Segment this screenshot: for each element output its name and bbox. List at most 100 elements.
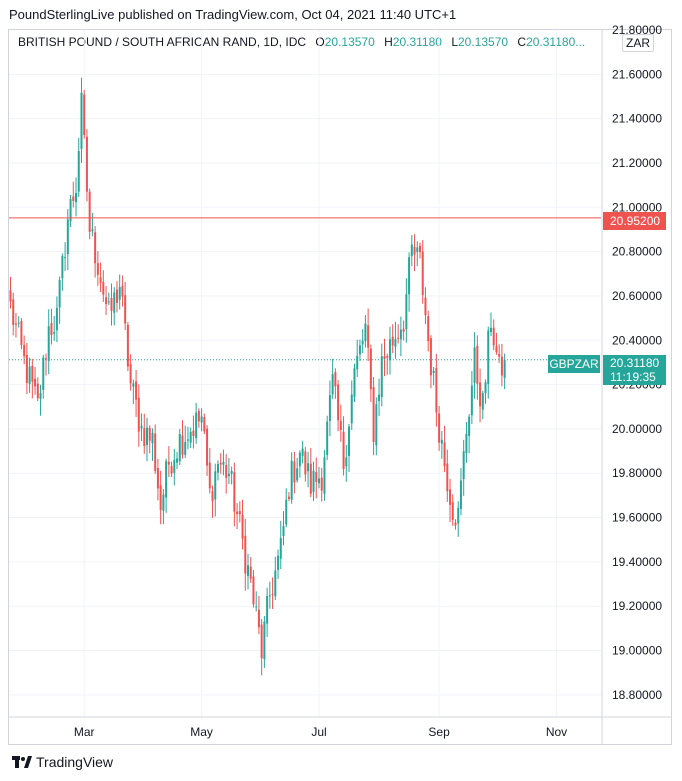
tradingview-logo[interactable]: TradingView [12,754,113,770]
candle-body [47,326,50,361]
candle-body [440,439,443,444]
candle-body [454,522,457,526]
candle-body [438,413,441,443]
candle-body [156,468,159,489]
y-tick-label: 18.80000 [612,688,662,702]
candle-body [345,457,348,467]
candle-body [118,287,121,300]
candle-body [14,323,17,325]
candle-body [367,325,370,348]
candle-body [66,219,69,255]
candle-body [304,451,307,475]
candle-body [268,595,271,597]
candle-body [176,458,179,463]
candle-body [432,370,435,374]
x-tick-label: Mar [74,725,95,739]
candle-body [459,480,462,509]
symbol-badge: GBPZAR [548,355,600,373]
candle-body [484,382,487,394]
candle-body [399,329,402,340]
candle-body [197,410,200,422]
candle-body [372,387,375,443]
candle-body [503,359,506,378]
candle-body [80,92,83,149]
candle-body [320,477,323,491]
symbol-title: BRITISH POUND / SOUTH AFRICAN RAND, 1D, … [18,35,307,49]
candle-body [339,420,342,430]
candle-body [282,526,285,536]
candle-body [350,394,353,424]
candle-body [402,328,405,332]
candle-body [337,384,340,421]
candle-body [383,356,386,359]
candle-body [271,594,274,596]
candle-body [96,263,99,275]
y-tick-label: 21.20000 [612,156,662,170]
candle-body [170,466,173,474]
candle-body [75,192,78,203]
y-tick-label: 20.80000 [612,245,662,259]
candle-body [358,345,361,355]
candle-body [391,336,394,346]
candle-body [380,356,383,397]
candle-body [386,356,389,358]
candle-body [312,470,315,492]
candle-body [44,358,47,360]
candle-body [361,340,364,345]
ohlc-high-value: 20.31180 [392,35,442,49]
candle-body [102,282,105,295]
candle-body [247,565,250,577]
candle-body [489,327,492,332]
candle-body [12,299,15,326]
candle-body [203,416,206,432]
y-tick-label: 21.60000 [612,67,662,81]
candle-body [42,357,45,390]
last-price-badge: 20.31180 11:19:35 [603,355,666,385]
candle-body [64,257,67,259]
ohlc-open-value: 20.13570 [324,35,375,49]
candle-body [462,451,465,479]
candle-body [230,470,233,474]
candle-body [94,232,97,264]
candle-body [287,496,290,499]
candle-body [301,448,304,456]
candle-body [274,570,277,597]
candle-body [159,485,162,510]
candle-body [36,383,39,399]
candle-body [468,416,471,436]
candle-body [222,461,225,465]
candle-body [353,368,356,397]
candle-body [416,247,419,252]
candle-body [23,345,26,357]
candle-body [28,366,31,384]
symbol-legend: BRITISH POUND / SOUTH AFRICAN RAND, 1D, … [18,35,585,49]
candle-body [443,442,446,467]
candle-body [375,404,378,446]
candle-body [296,468,299,481]
candle-body [200,416,203,423]
candle-body [189,431,192,443]
candle-body [31,365,34,382]
y-tick-label: 20.60000 [612,289,662,303]
candle-body [53,332,56,334]
candle-body [129,364,132,384]
candle-body [364,323,367,342]
candle-body [498,353,501,357]
currency-label[interactable]: ZAR [622,34,654,52]
candle-body [410,244,413,257]
candle-body [427,316,430,342]
candle-body [449,489,452,505]
candle-body [105,297,108,305]
candle-body [326,421,329,456]
candle-body [61,256,64,279]
candle-body [83,94,86,136]
candle-body [369,348,372,390]
candle-body [25,354,28,383]
candle-body [457,507,460,524]
candle-body [151,432,154,444]
last-price-value: 20.31180 [610,356,660,370]
candle-body [88,191,91,232]
candle-body [167,461,170,465]
candle-body [315,472,318,482]
